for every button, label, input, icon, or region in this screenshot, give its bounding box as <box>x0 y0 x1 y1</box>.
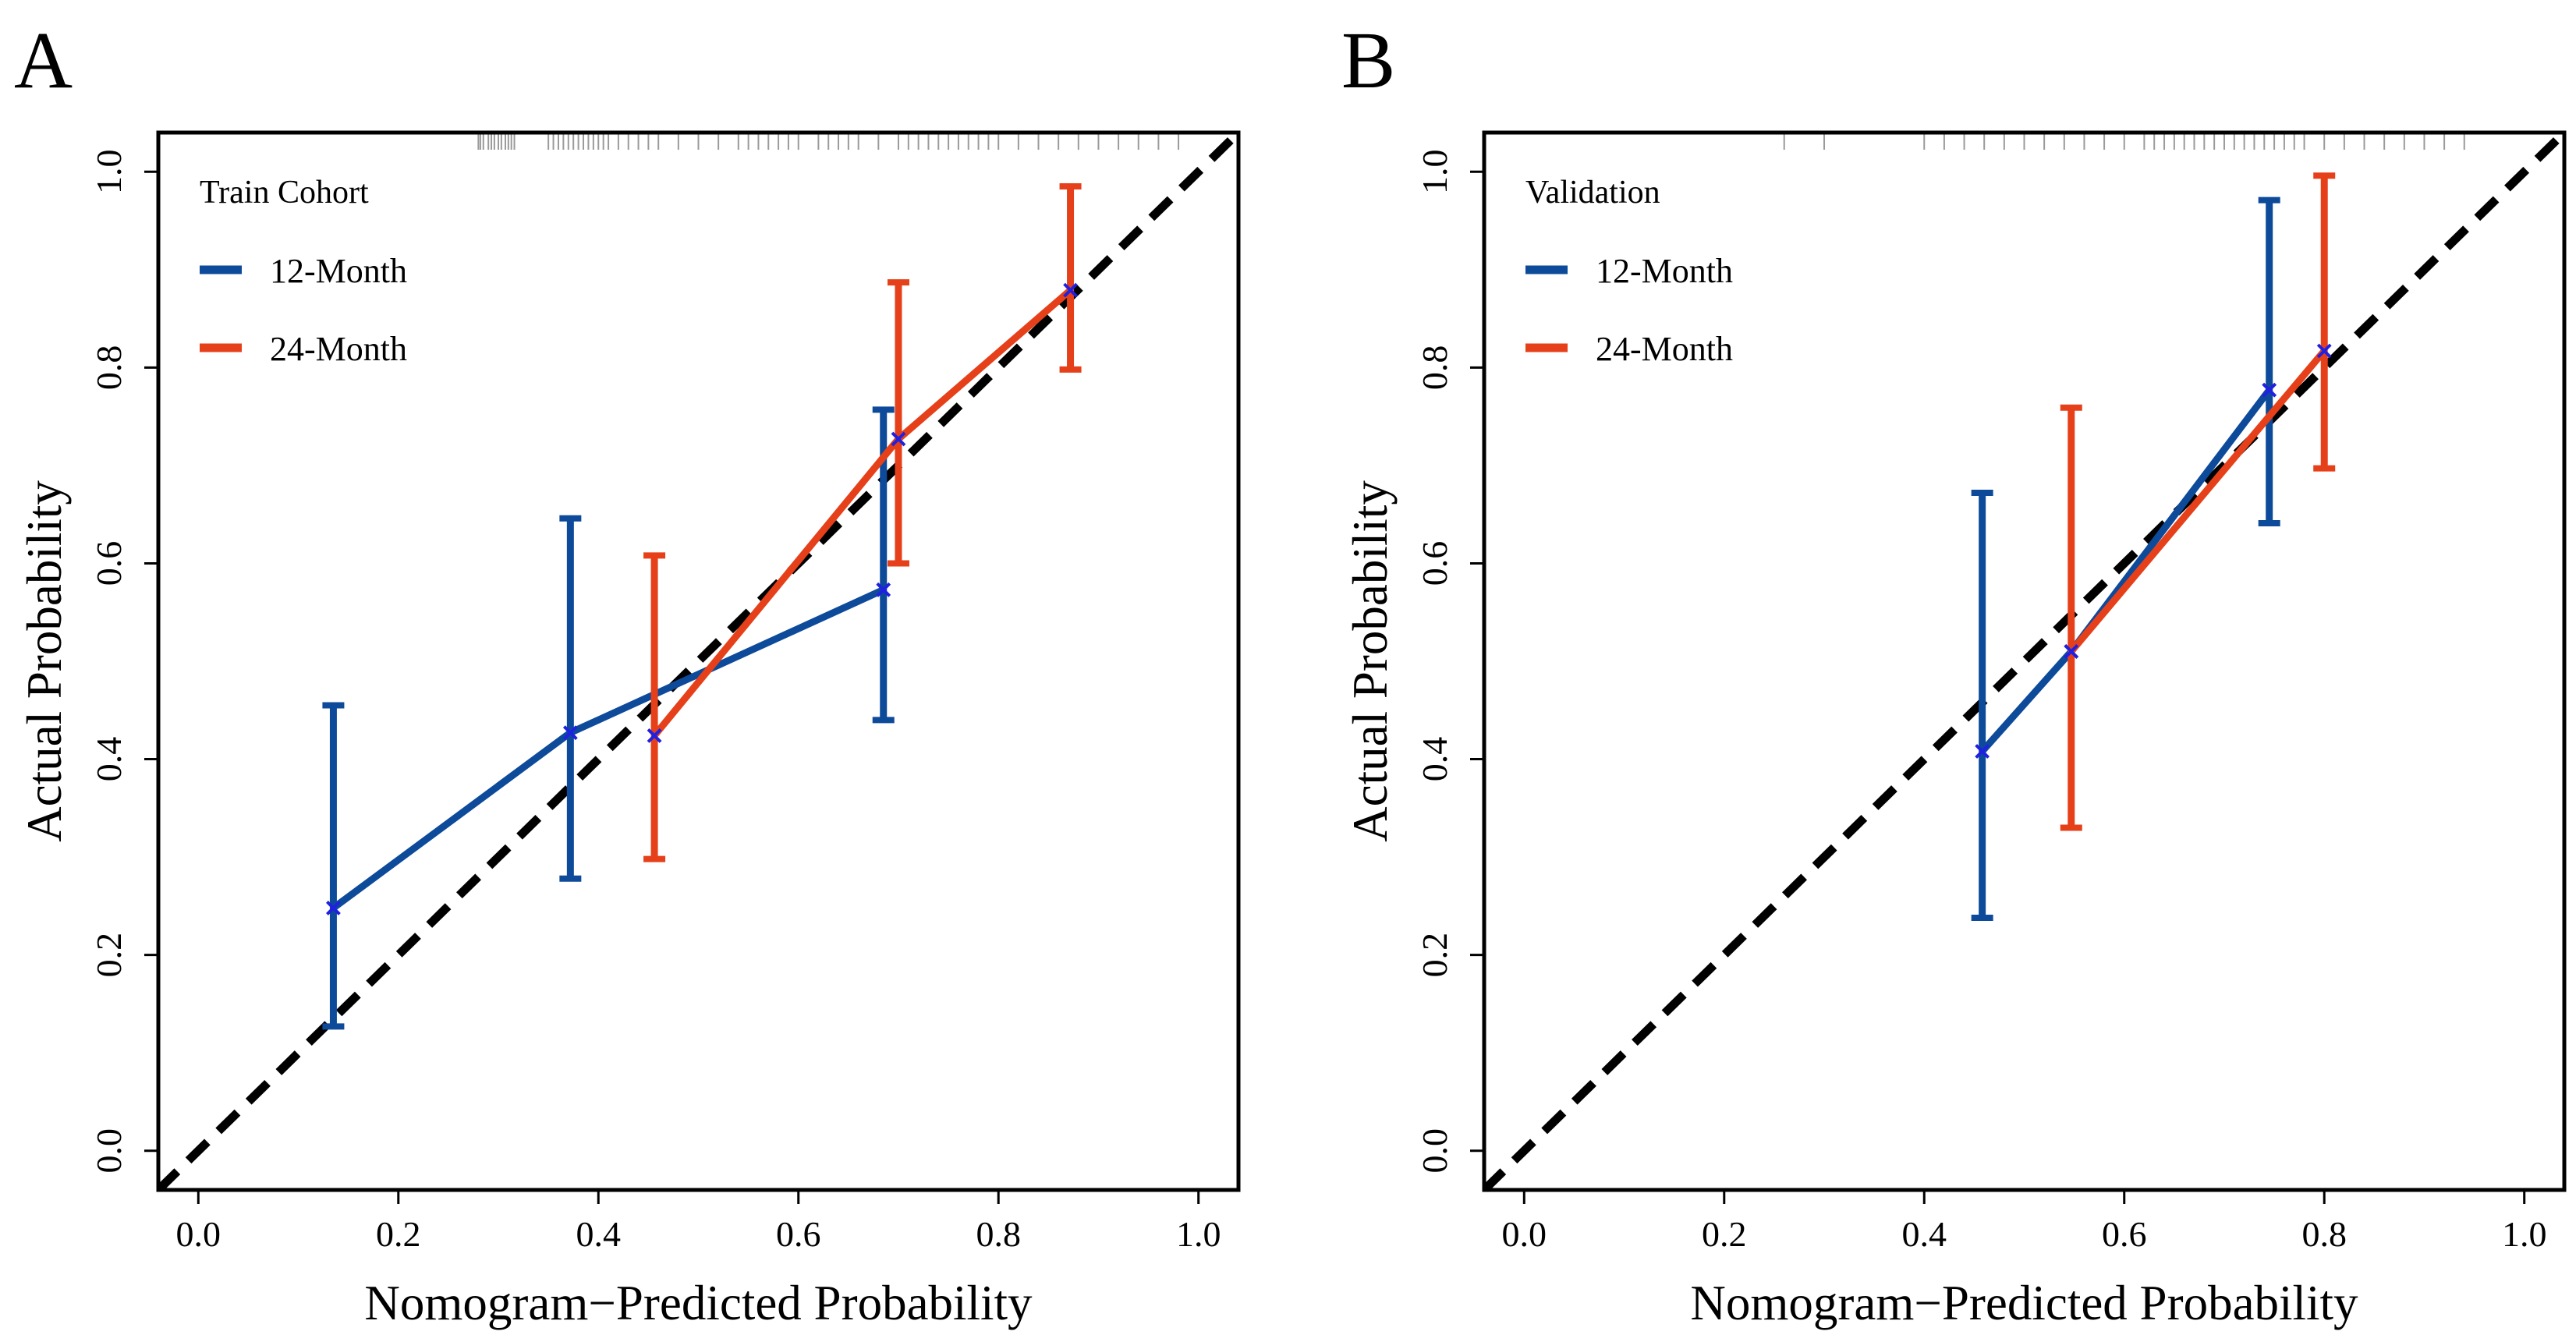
y-tick-label: 0.2 <box>1415 933 1455 978</box>
x-tick-label: 0.0 <box>176 1214 221 1254</box>
data-point-marker <box>1975 744 1990 759</box>
data-point-marker <box>2316 343 2332 359</box>
plot-frame <box>1482 130 2567 1192</box>
x-tick-label: 0.8 <box>976 1214 1021 1254</box>
legend-label: 12-Month <box>270 252 407 290</box>
x-tick-label: 0.2 <box>1702 1214 1747 1254</box>
legend-label: 24-Month <box>270 330 407 368</box>
calibration-line <box>2068 349 2327 654</box>
legend-title: Validation <box>1525 175 1660 211</box>
x-tick-label: 0.4 <box>1902 1214 1947 1254</box>
data-point-marker <box>2262 382 2277 398</box>
x-tick-label: 0.6 <box>2102 1214 2147 1254</box>
x-axis-label: Nomogram−Predicted Probability <box>364 1276 1033 1330</box>
series-24-month <box>2060 172 2336 831</box>
data-point-marker <box>2064 644 2079 659</box>
legend: Train Cohort 12-Month 24-Month <box>200 175 407 368</box>
y-tick-label: 0.0 <box>89 1128 129 1174</box>
y-tick-label: 0.8 <box>89 345 129 391</box>
y-tick-label: 0.2 <box>89 933 129 978</box>
legend-label: 12-Month <box>1596 252 1733 290</box>
panel-label: A <box>14 16 73 105</box>
series-12-month <box>322 406 895 1030</box>
calibration-line <box>331 586 885 912</box>
y-tick-label: 0.0 <box>1415 1128 1455 1174</box>
calibration-line <box>1979 388 2273 754</box>
data-point-marker <box>647 728 662 743</box>
legend: Validation 12-Month 24-Month <box>1525 175 1733 368</box>
legend-title: Train Cohort <box>200 175 369 211</box>
ideal-reference-line <box>1484 133 2564 1190</box>
y-tick-label: 0.6 <box>89 541 129 586</box>
data-point-marker <box>1063 282 1078 298</box>
data-point-marker <box>562 725 578 741</box>
x-tick-label: 1.0 <box>1176 1214 1221 1254</box>
x-tick-label: 1.0 <box>2502 1214 2547 1254</box>
plot-frame <box>156 130 1241 1192</box>
x-tick-label: 0.6 <box>776 1214 821 1254</box>
data-point-marker <box>891 431 906 447</box>
y-axis-label: Actual Probability <box>17 480 72 842</box>
x-axis-label: Nomogram−Predicted Probability <box>1690 1276 2358 1330</box>
legend-label: 24-Month <box>1596 330 1733 368</box>
x-tick-label: 0.8 <box>2301 1214 2347 1254</box>
ideal-reference-line <box>158 133 1238 1190</box>
y-tick-label: 1.0 <box>89 149 129 194</box>
panel-label: B <box>1341 16 1395 105</box>
data-point-marker <box>876 582 891 597</box>
x-tick-label: 0.0 <box>1502 1214 1547 1254</box>
x-tick-label: 0.4 <box>576 1214 622 1254</box>
panel-a: A 0.0 0.2 0.4 0.6 0.8 1.0 0.0 0.2 0.4 0.6 0.8 1.0 Nom… <box>14 16 1241 1330</box>
y-tick-label: 0.4 <box>1415 737 1455 782</box>
y-tick-label: 0.8 <box>1415 345 1455 391</box>
series-24-month <box>643 183 1082 862</box>
rug-marks <box>477 133 1180 150</box>
panel-b: B 0.0 0.2 0.4 0.6 0.8 1.0 0.0 0.2 0.4 0.6 0.8 1.0 Nom… <box>1341 16 2567 1330</box>
y-tick-label: 0.4 <box>89 737 129 782</box>
data-point-marker <box>326 900 341 915</box>
y-tick-label: 1.0 <box>1415 149 1455 194</box>
x-tick-label: 0.2 <box>376 1214 421 1254</box>
rug-marks <box>1783 133 2465 150</box>
y-axis-label: Actual Probability <box>1343 480 1398 842</box>
y-tick-label: 0.6 <box>1415 541 1455 586</box>
